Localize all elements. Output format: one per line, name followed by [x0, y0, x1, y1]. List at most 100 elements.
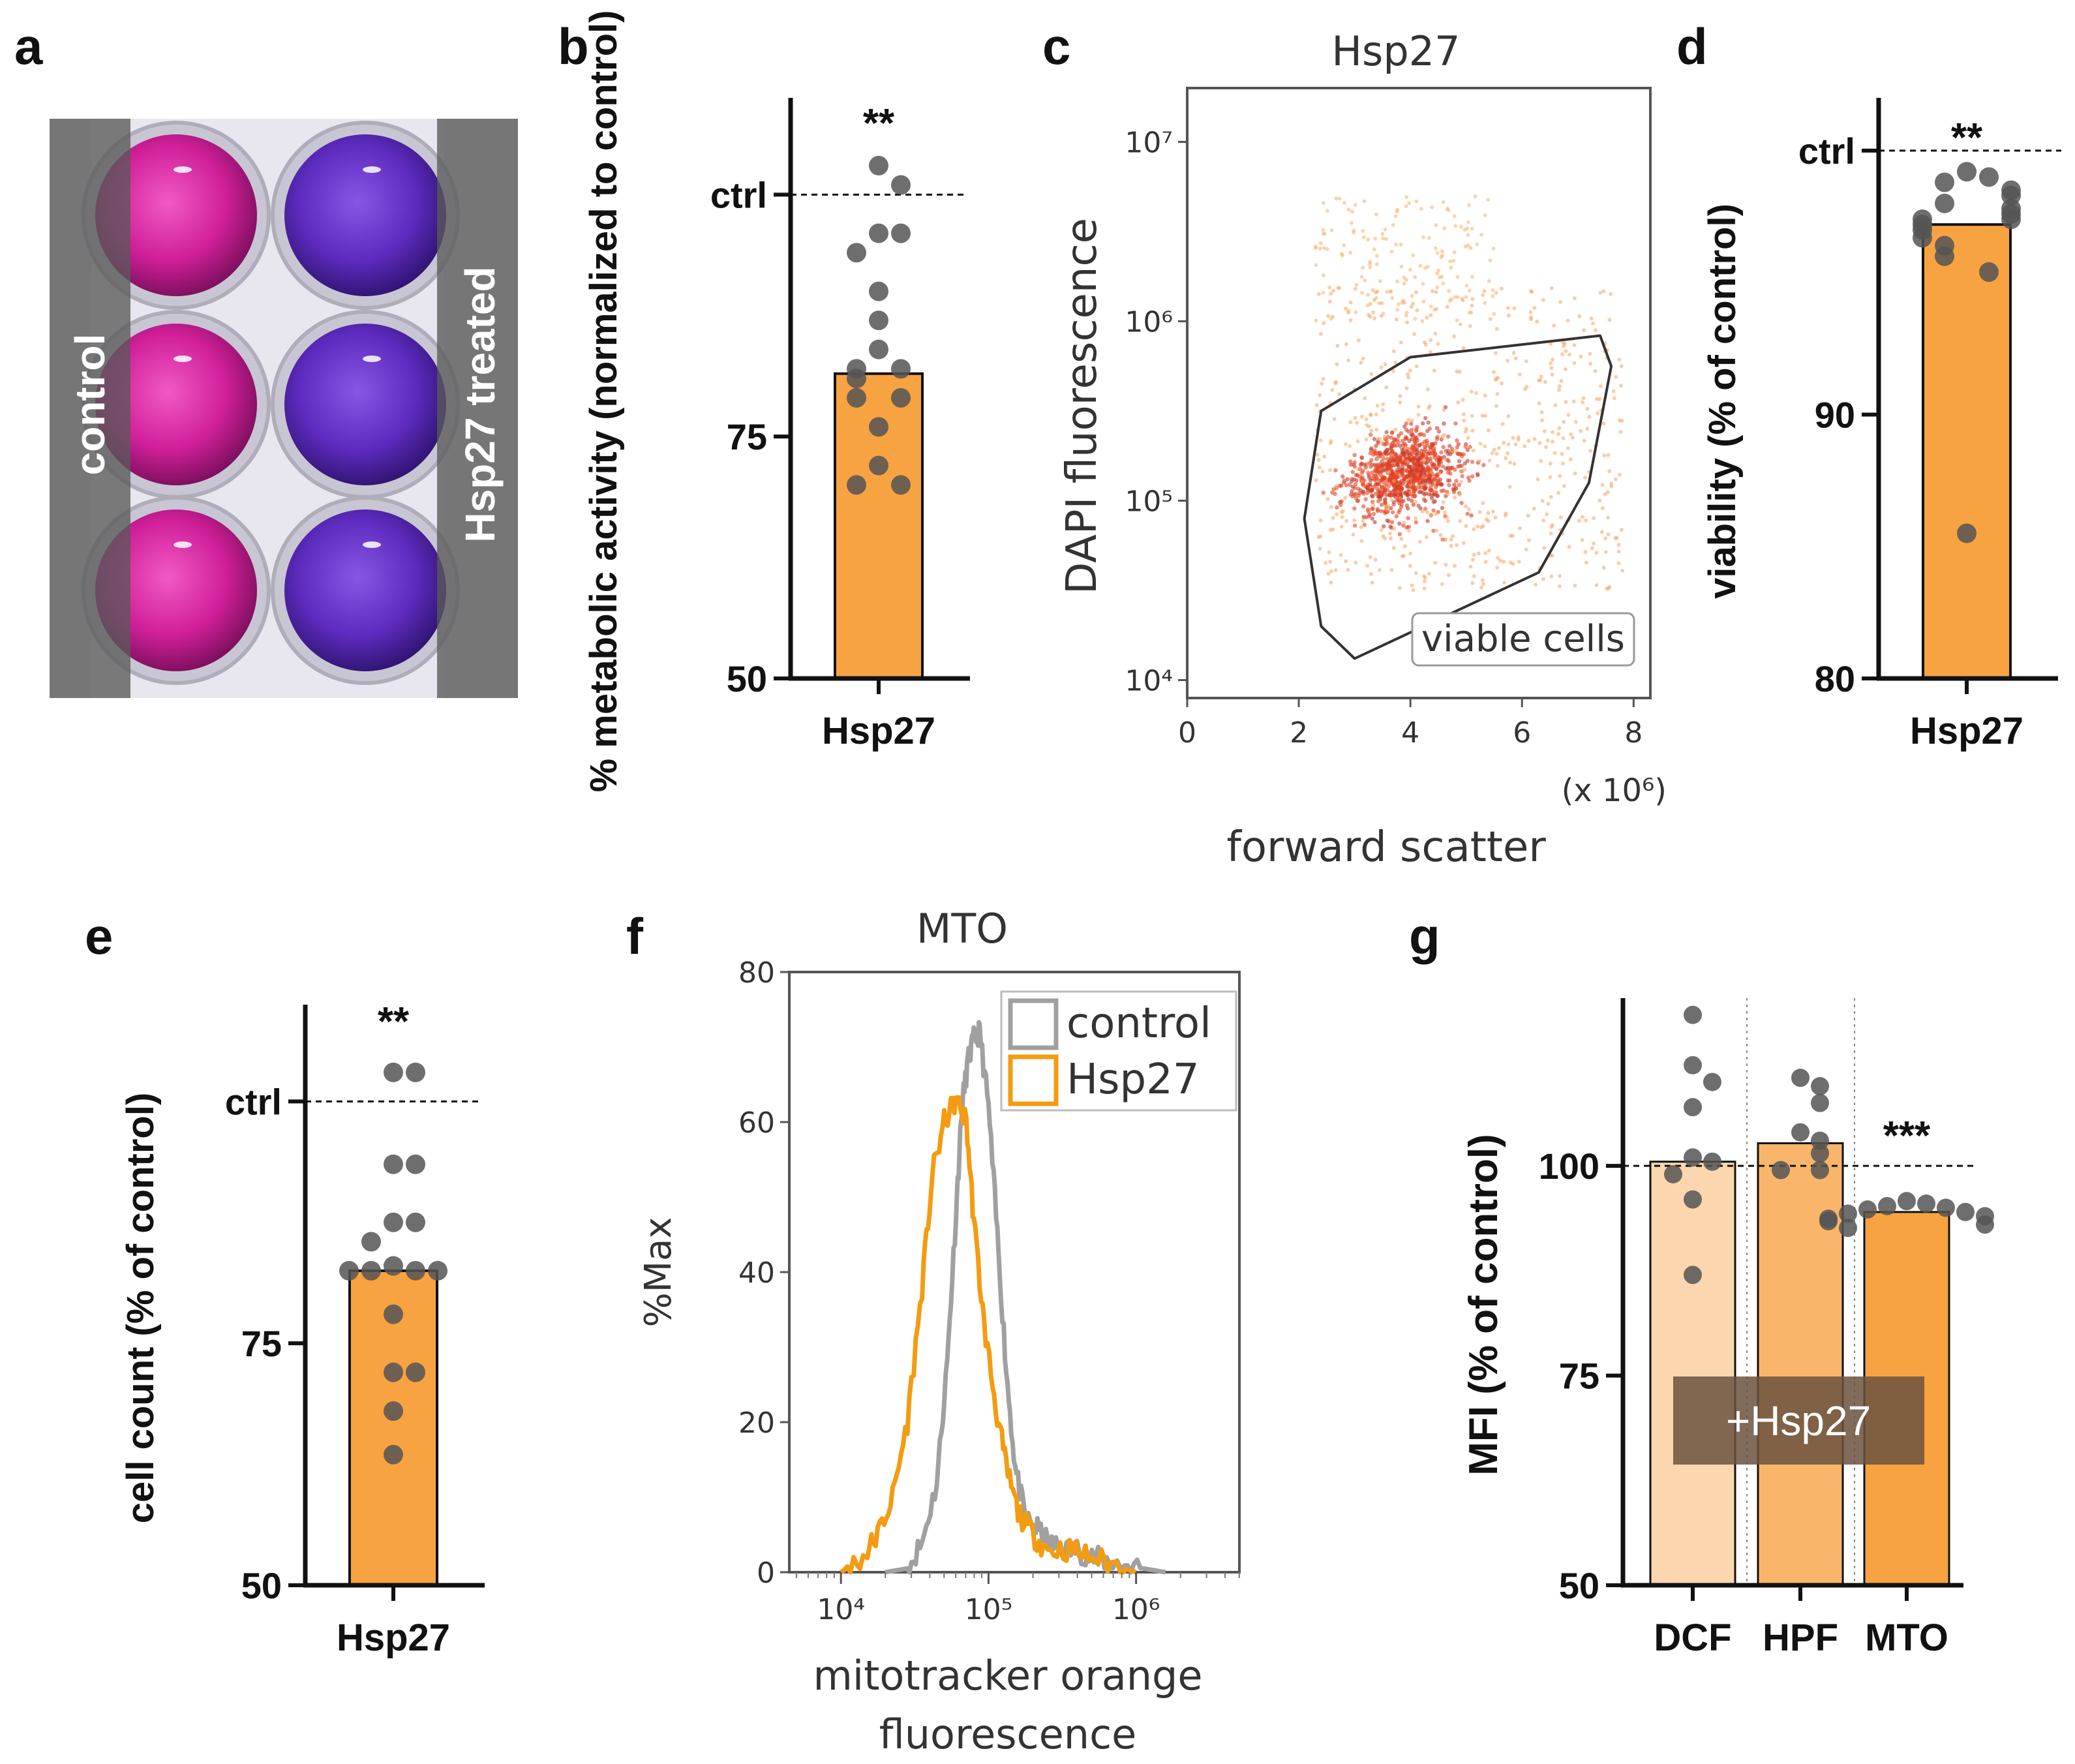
- scatter-point: [1354, 560, 1358, 565]
- scatter-point: [1402, 424, 1407, 429]
- scatter-point: [1389, 568, 1394, 572]
- scatter-point: [1558, 299, 1562, 304]
- scatter-point: [1387, 460, 1393, 464]
- scatter-point: [1316, 458, 1321, 463]
- scatter-point: [1420, 319, 1425, 324]
- scatter-point: [1406, 506, 1410, 511]
- y-axis-label: % metabolic activity (normalized to cont…: [583, 10, 625, 793]
- scatter-point: [1598, 498, 1602, 503]
- scatter-point: [1468, 564, 1473, 569]
- scatter-point: [1360, 290, 1365, 295]
- scatter-point: [1386, 484, 1391, 489]
- scatter-point: [1329, 569, 1333, 573]
- scatter-point: [1416, 404, 1421, 409]
- scatter-point: [1425, 438, 1429, 443]
- scatter-point: [1422, 492, 1427, 497]
- scatter-point: [1474, 391, 1479, 395]
- scatter-point: [1472, 574, 1476, 578]
- scatter-point: [1327, 285, 1332, 290]
- scatter-point: [1470, 474, 1475, 479]
- scatter-point: [1389, 469, 1394, 474]
- x-tick-label: 8: [1624, 716, 1643, 750]
- scatter-point: [1382, 434, 1387, 439]
- x-category-label: MTO: [1865, 1617, 1948, 1659]
- scatter-point: [1334, 196, 1339, 201]
- scatter-point: [1557, 384, 1562, 389]
- x-tick-label: 10⁵: [965, 1593, 1013, 1626]
- scatter-point: [1404, 311, 1409, 315]
- scatter-point: [1592, 541, 1596, 545]
- scatter-point: [1438, 478, 1443, 482]
- scatter-point: [1537, 401, 1541, 406]
- scatter-point: [1613, 536, 1618, 540]
- label-hsp27-treated: Hsp27 treated: [457, 266, 504, 542]
- scatter-point: [1369, 413, 1373, 418]
- scatter-point: [1314, 478, 1318, 483]
- scatter-point: [1413, 435, 1417, 440]
- data-point: [1979, 167, 1999, 187]
- scatter-point: [1374, 254, 1379, 258]
- scatter-point: [1490, 451, 1494, 455]
- scatter-point: [1425, 510, 1430, 515]
- scatter-point: [1543, 380, 1548, 384]
- scatter-point: [1434, 485, 1438, 489]
- scatter-point: [1414, 571, 1418, 575]
- scatter-point: [1344, 342, 1348, 346]
- scatter-point: [1365, 491, 1370, 495]
- scatter-point: [1612, 396, 1616, 401]
- chart-b: % metabolic activity (normalized to cont…: [583, 10, 970, 793]
- data-point: [869, 155, 888, 175]
- data-point: [1979, 262, 1999, 282]
- scatter-point: [1374, 290, 1378, 295]
- scatter-point: [1318, 547, 1322, 551]
- scatter-point: [1526, 538, 1531, 543]
- scatter-point: [1443, 537, 1447, 541]
- scatter-point: [1482, 289, 1487, 294]
- scatter-point: [1518, 373, 1522, 377]
- y-tick-label: 10⁴: [1125, 665, 1173, 698]
- scatter-point: [1541, 577, 1545, 581]
- scatter-point: [1390, 430, 1395, 435]
- scatter-point: [1423, 579, 1427, 584]
- data-point: [1811, 1077, 1829, 1095]
- scatter-point: [1406, 372, 1410, 376]
- scatter-point: [1344, 519, 1349, 523]
- scatter-point: [1392, 437, 1397, 442]
- scatter-point: [1539, 459, 1543, 463]
- scatter-point: [1408, 483, 1412, 487]
- scatter-point: [1368, 265, 1372, 269]
- scatter-point: [1385, 508, 1389, 513]
- plot-frame: [1186, 87, 1652, 699]
- scatter-point: [1339, 553, 1343, 557]
- well-highlight: [363, 166, 381, 173]
- scatter-point: [1405, 320, 1410, 325]
- scatter-point: [1353, 416, 1357, 420]
- scatter-point: [1397, 468, 1402, 472]
- scatter-point: [1480, 414, 1485, 418]
- scatter-point: [1340, 515, 1344, 519]
- scatter-point: [1411, 588, 1416, 592]
- scatter-point: [1417, 442, 1422, 448]
- scatter-point: [1398, 485, 1403, 490]
- scatter-point: [1481, 582, 1486, 586]
- scatter-point: [1404, 421, 1408, 426]
- scatter-point: [1404, 313, 1408, 318]
- scatter-point: [1395, 207, 1400, 212]
- scatter-point: [1389, 498, 1394, 502]
- scatter-point: [1371, 288, 1375, 292]
- scatter-point: [1415, 452, 1419, 457]
- label-control: control: [67, 334, 114, 476]
- data-point: [406, 1062, 425, 1082]
- scatter-point: [1463, 244, 1468, 249]
- y-axis-label: %Max: [637, 1217, 680, 1328]
- wells: [82, 121, 460, 685]
- scatter-point: [1477, 509, 1482, 514]
- scatter-point: [1409, 458, 1414, 463]
- scatter-point: [1466, 475, 1471, 480]
- scatter-point: [1492, 448, 1496, 452]
- scatter-point: [1518, 526, 1522, 530]
- scatter-point: [1454, 479, 1459, 483]
- scatter-point: [1359, 525, 1363, 530]
- viable-gate: [1303, 334, 1613, 660]
- scatter-point: [1603, 492, 1607, 496]
